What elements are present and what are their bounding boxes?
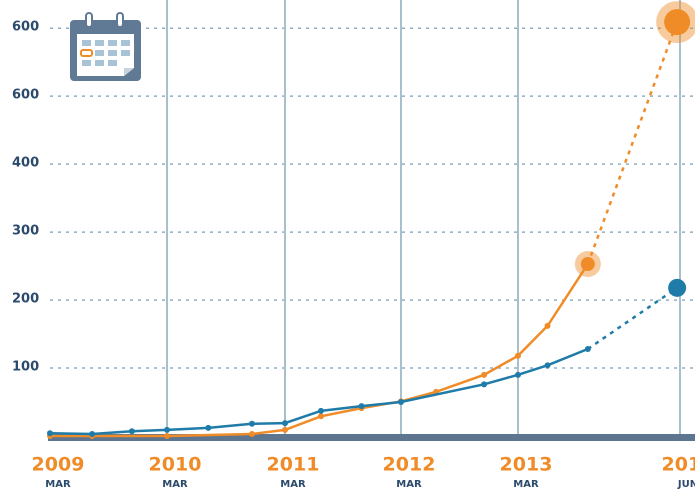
marker <box>580 257 595 272</box>
x-tick-month: MAR <box>45 479 71 490</box>
x-tick-month: JUN <box>677 479 695 490</box>
marker <box>515 352 521 359</box>
marker <box>584 346 591 352</box>
x-tick-label: 2011 <box>267 454 320 476</box>
calendar-icon <box>70 12 141 81</box>
marker <box>47 430 53 437</box>
x-tick-month: MAR <box>513 479 539 490</box>
marker <box>248 420 255 427</box>
baseline-bar <box>48 434 695 441</box>
marker <box>128 428 135 435</box>
marker <box>205 424 212 431</box>
marker <box>544 322 551 329</box>
x-tick-label: 2010 <box>149 454 202 476</box>
y-tick-label: 200 <box>12 292 39 307</box>
marker <box>164 433 170 439</box>
x-tick-month: MAR <box>280 479 306 490</box>
projection-line <box>587 286 678 351</box>
marker <box>664 9 691 36</box>
y-tick-label: 300 <box>12 224 39 239</box>
marker <box>481 371 488 378</box>
x-tick-month: MAR <box>162 479 188 490</box>
series-line <box>49 347 589 436</box>
marker <box>358 403 365 410</box>
x-tick-label: 2009 <box>32 454 85 476</box>
marker <box>164 426 170 433</box>
marker <box>317 407 324 414</box>
y-tick-label: 400 <box>12 156 39 171</box>
marker <box>248 430 255 437</box>
x-tick-label: 2013 <box>500 454 553 476</box>
x-tick-label: 2012 <box>383 454 436 476</box>
y-tick-label: 600 <box>12 20 39 35</box>
marker <box>282 420 288 427</box>
marker <box>668 278 687 297</box>
marker <box>544 362 551 369</box>
x-tick-label: 2015 <box>662 454 695 476</box>
marker <box>317 413 324 420</box>
marker <box>398 399 404 406</box>
marker <box>515 371 521 378</box>
x-tick-month: MAR <box>396 479 422 490</box>
y-tick-label: 600 <box>12 88 39 103</box>
marker <box>481 381 488 388</box>
marker <box>89 430 96 437</box>
y-tick-label: 100 <box>12 360 39 375</box>
projection-line <box>586 21 679 265</box>
marker <box>282 426 288 433</box>
